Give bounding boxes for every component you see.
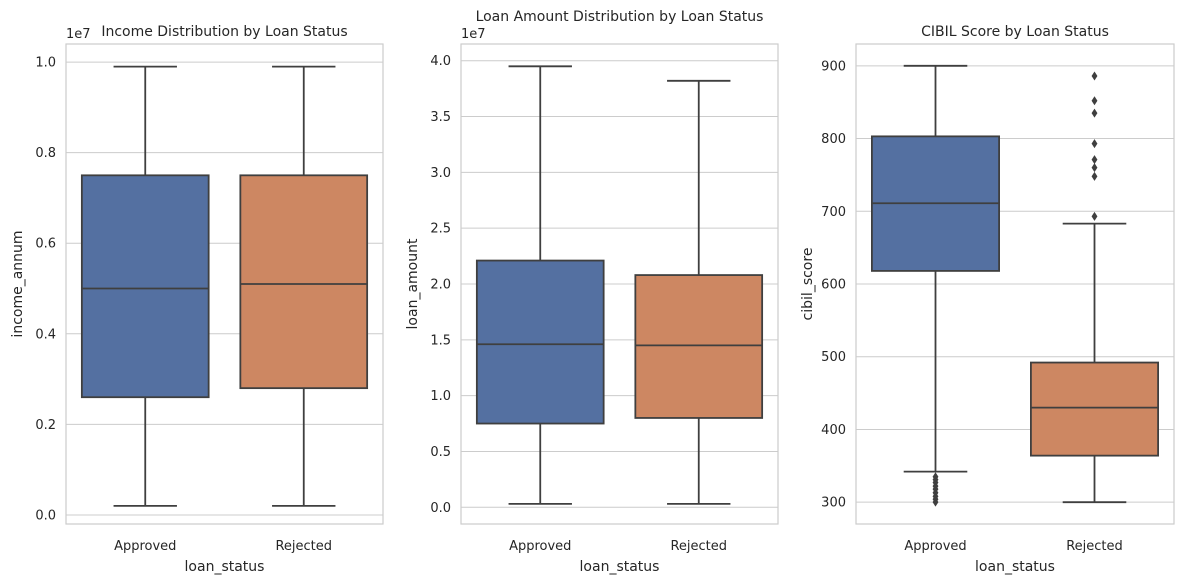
outlier-point xyxy=(1091,139,1098,149)
y-offset-label: 1e7 xyxy=(461,27,486,42)
box-iqr xyxy=(475,259,605,425)
x-tick-label: Rejected xyxy=(1066,539,1123,554)
x-tick-label: Rejected xyxy=(275,539,332,554)
y-tick-label: 0.0 xyxy=(430,501,451,516)
chart-title: Income Distribution by Loan Status xyxy=(101,24,347,40)
outlier-point xyxy=(1091,96,1098,106)
y-tick-label: 0.5 xyxy=(430,445,451,460)
y-tick-label: 0.2 xyxy=(35,418,56,433)
chart-title: Loan Amount Distribution by Loan Status xyxy=(476,9,764,25)
x-tick-label: Approved xyxy=(904,539,966,554)
y-tick-label: 3.0 xyxy=(430,166,451,181)
y-tick-label: 2.5 xyxy=(430,222,451,237)
y-tick-label: 0.0 xyxy=(35,508,56,523)
box-approved xyxy=(475,65,605,505)
y-tick-label: 0.6 xyxy=(35,237,56,252)
box-approved xyxy=(871,64,1001,507)
y-tick-label: 2.0 xyxy=(430,278,451,293)
y-tick-label: 500 xyxy=(821,350,846,365)
y-tick-label: 800 xyxy=(821,132,846,147)
chart-panel-1: 0.0 0.2 0.4 0.6 0.8 1.0 Approved Rejected loan_s… xyxy=(10,24,384,575)
plot-frame xyxy=(460,43,779,525)
x-tick-label: Approved xyxy=(114,539,176,554)
box-approved xyxy=(80,65,210,507)
box-iqr xyxy=(1030,361,1160,457)
y-offset-label: 1e7 xyxy=(66,27,91,42)
x-axis-label: loan_status xyxy=(185,559,265,575)
outlier-point xyxy=(1091,163,1098,173)
y-tick-label: 4.0 xyxy=(430,54,451,69)
outlier-point xyxy=(1091,155,1098,165)
y-tick-label: 900 xyxy=(821,59,846,74)
y-tick-label: 400 xyxy=(821,423,846,438)
y-tick-label: 1.5 xyxy=(430,333,451,348)
x-tick-label: Approved xyxy=(509,539,571,554)
outlier-point xyxy=(1091,108,1098,118)
y-tick-label: 1.0 xyxy=(430,389,451,404)
y-axis-label: cibil_score xyxy=(800,248,816,321)
plot-frame xyxy=(855,43,1175,525)
y-tick-label: 0.4 xyxy=(35,327,56,342)
plot-frame xyxy=(65,43,384,525)
chart-panel-2: 0.0 0.5 1.0 1.5 2.0 2.5 3.0 3.5 4.0 Approved Rejec… xyxy=(405,9,779,575)
box-rejected xyxy=(634,79,764,505)
outlier-point xyxy=(1091,71,1098,81)
outlier-point xyxy=(1091,171,1098,181)
y-axis-label: income_annum xyxy=(10,230,26,337)
chart-title: CIBIL Score by Loan Status xyxy=(921,24,1109,40)
y-axis-label: loan_amount xyxy=(405,238,421,329)
y-tick-label: 600 xyxy=(821,278,846,293)
y-tick-label: 1.0 xyxy=(35,56,56,71)
box-iqr xyxy=(80,174,210,399)
outlier-point xyxy=(1091,211,1098,221)
box-iqr xyxy=(634,274,764,419)
x-tick-label: Rejected xyxy=(670,539,727,554)
x-axis-label: loan_status xyxy=(580,559,660,575)
chart-panel-3: 300 400 500 600 700 800 900 Approved Rejected loa… xyxy=(800,24,1175,575)
y-tick-label: 300 xyxy=(821,496,846,511)
y-tick-label: 700 xyxy=(821,205,846,220)
box-rejected xyxy=(239,65,369,507)
outlier-point xyxy=(932,472,939,482)
box-rejected xyxy=(1030,71,1160,504)
x-axis-label: loan_status xyxy=(975,559,1055,575)
y-tick-label: 0.8 xyxy=(35,146,56,161)
y-tick-label: 3.5 xyxy=(430,110,451,125)
box-iqr xyxy=(239,174,369,390)
